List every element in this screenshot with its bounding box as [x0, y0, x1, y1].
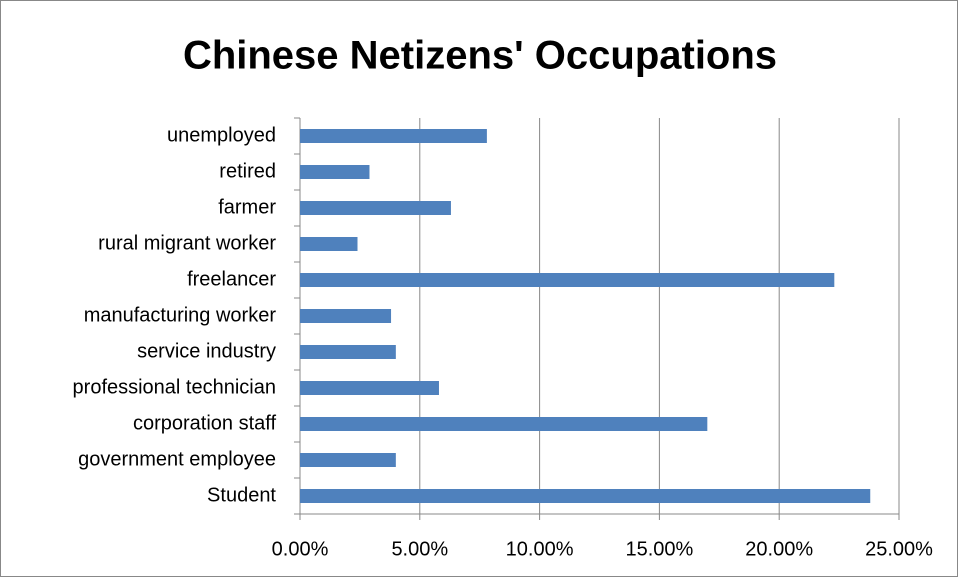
bar	[300, 417, 708, 431]
bar	[300, 201, 451, 215]
y-tick-label: professional technician	[73, 376, 276, 398]
x-tick-label: 20.00%	[745, 538, 813, 560]
x-tick-label: 0.00%	[272, 538, 329, 560]
x-tick-label: 25.00%	[865, 538, 933, 560]
y-tick-label: government employee	[78, 448, 276, 470]
bar	[300, 129, 487, 143]
y-tick-label: farmer	[218, 196, 276, 218]
bar	[300, 345, 396, 359]
x-tick-label: 10.00%	[506, 538, 574, 560]
bar	[300, 381, 439, 395]
y-tick-label: retired	[219, 160, 276, 182]
y-tick-label: freelancer	[187, 268, 276, 290]
bar	[300, 489, 871, 503]
bar	[300, 273, 835, 287]
chart-title: Chinese Netizens' Occupations	[183, 34, 777, 78]
y-tick-label: rural migrant worker	[98, 232, 276, 254]
x-tick-label: 15.00%	[625, 538, 693, 560]
x-tick-label: 5.00%	[391, 538, 448, 560]
y-tick-label: unemployed	[167, 124, 276, 146]
bar	[300, 165, 370, 179]
y-tick-label: manufacturing worker	[84, 304, 277, 326]
bar	[300, 237, 358, 251]
bar	[300, 453, 396, 467]
y-tick-label: Student	[207, 484, 276, 506]
y-tick-label: corporation staff	[133, 412, 276, 434]
bar	[300, 309, 392, 323]
y-tick-label: service industry	[137, 340, 276, 362]
